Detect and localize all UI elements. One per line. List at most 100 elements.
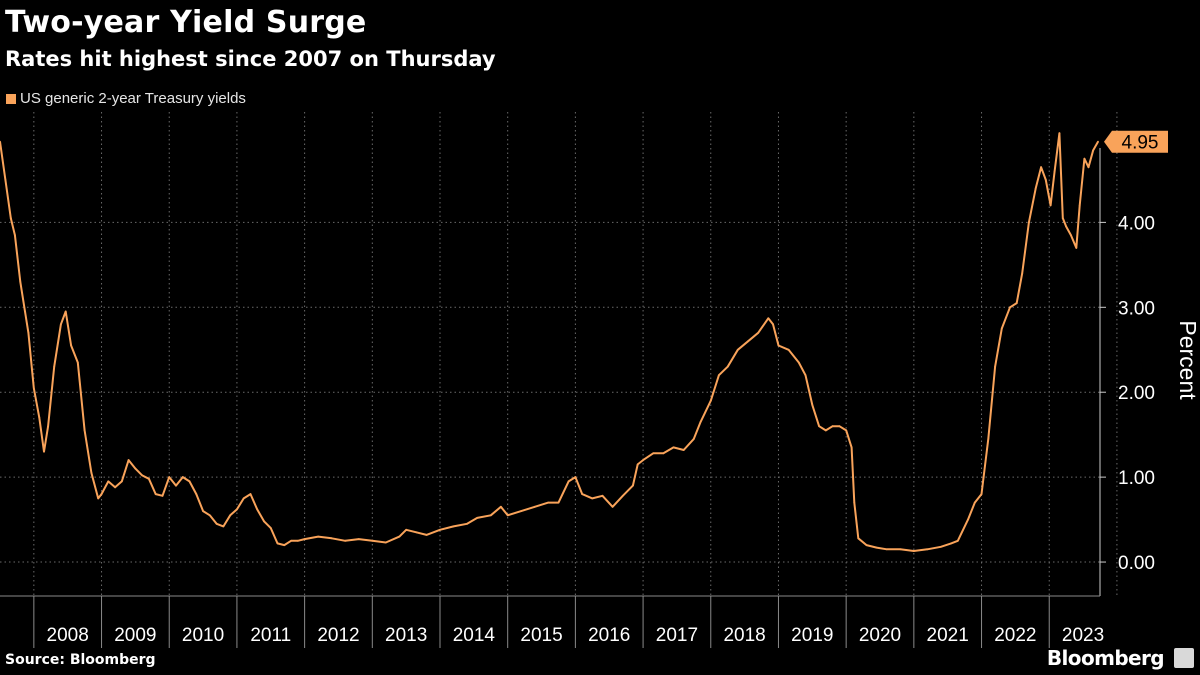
data-point [476, 517, 479, 519]
data-point [777, 344, 780, 347]
y-tick-label: 0.00 [1118, 553, 1155, 574]
data-point [76, 361, 79, 364]
x-tick-label: 2009 [114, 625, 156, 646]
data-point [636, 463, 639, 466]
data-point [90, 472, 93, 474]
data-point [967, 518, 969, 521]
last-value-badge [1104, 130, 1168, 153]
x-tick-label: 2012 [317, 625, 359, 646]
data-point [1083, 157, 1086, 160]
data-point [100, 493, 103, 495]
data-point [1034, 187, 1037, 190]
data-point [32, 387, 35, 389]
data-point [506, 514, 509, 517]
data-point [344, 539, 347, 542]
data-point [290, 539, 292, 542]
data-point [425, 534, 428, 536]
data-point [1009, 306, 1011, 309]
data-point [1028, 221, 1030, 224]
data-point [672, 446, 675, 449]
data-point [757, 331, 760, 334]
data-point [709, 399, 712, 402]
data-point [4, 179, 7, 181]
data-point [838, 425, 841, 428]
x-tick-label: 2016 [588, 625, 630, 646]
data-point [1021, 272, 1024, 275]
legend-label: US generic 2-year Treasury yields [20, 90, 246, 107]
data-point [222, 525, 225, 528]
data-point [114, 486, 116, 489]
data-point [53, 365, 56, 368]
data-point [27, 331, 30, 334]
grid-lines [0, 112, 1118, 596]
brand-logo: Bloomberg [1046, 646, 1165, 670]
series-layer [0, 132, 1099, 552]
data-point [415, 531, 418, 534]
x-tick-label: 2018 [723, 625, 765, 646]
data-point [853, 501, 856, 504]
data-point [601, 494, 604, 497]
data-point [1000, 327, 1003, 330]
data-point [912, 550, 915, 552]
x-tick-label: 2017 [656, 625, 698, 646]
data-point [1092, 149, 1095, 152]
data-point [591, 497, 594, 500]
data-point [236, 508, 238, 511]
data-point [148, 477, 150, 480]
data-point [181, 476, 184, 478]
data-point [357, 538, 360, 540]
data-point [772, 323, 774, 326]
data-point [215, 522, 218, 525]
data-point [567, 480, 570, 483]
data-point [994, 365, 996, 368]
data-point [611, 505, 614, 508]
data-point [973, 501, 976, 504]
data-point [405, 528, 408, 531]
data-point [747, 340, 749, 343]
data-point [692, 438, 695, 440]
data-point [202, 510, 205, 512]
data-point [850, 446, 853, 449]
data-point [885, 548, 888, 551]
data-point [736, 348, 739, 351]
data-point [899, 548, 902, 551]
legend-swatch [6, 93, 16, 104]
data-point [256, 508, 259, 511]
data-point [208, 514, 211, 517]
data-point [188, 480, 191, 483]
bloomberg-icon [1174, 648, 1194, 668]
data-point [642, 459, 644, 461]
data-point [652, 452, 655, 455]
data-point [466, 522, 468, 525]
x-tick-label: 2013 [385, 625, 427, 646]
data-point [452, 525, 455, 528]
data-point [811, 404, 814, 406]
y-tick-label: 4.00 [1118, 213, 1155, 234]
chart-title: Two-year Yield Surge [5, 5, 367, 40]
data-point [330, 537, 333, 540]
x-tick-label: 2019 [791, 625, 833, 646]
data-point [547, 501, 550, 504]
data-point [296, 539, 299, 542]
data-point [865, 544, 868, 546]
x-tick-label: 2014 [453, 625, 496, 646]
tick-labels: 0.00 1.00 2.00 3.00 4.00 2008 2009 2010 2011 2012… [47, 130, 1200, 646]
data-point [1044, 179, 1047, 181]
data-point [557, 501, 560, 504]
data-point [317, 535, 320, 538]
data-point [987, 438, 990, 440]
y-tick-label: 1.00 [1118, 468, 1155, 489]
data-point [797, 361, 800, 364]
data-point [682, 449, 685, 451]
data-point [1058, 132, 1061, 135]
x-tick-label: 2020 [859, 625, 901, 646]
data-point [127, 459, 130, 461]
data-point [249, 493, 252, 495]
x-tick-label: 2008 [47, 625, 89, 646]
y-axis-label: Percent [1175, 320, 1200, 400]
x-tick-label: 2011 [250, 625, 291, 646]
data-point [242, 497, 245, 500]
data-point [1053, 170, 1056, 173]
data-point [43, 450, 45, 453]
